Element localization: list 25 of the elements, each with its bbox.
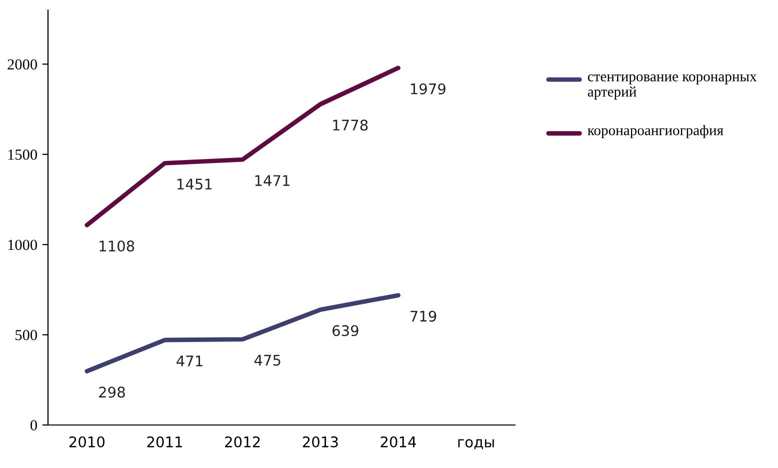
data-label: 1471 <box>255 175 290 186</box>
y-tick-label: 1500 <box>8 149 37 160</box>
x-tick-label: 2013 <box>302 436 338 448</box>
x-tick-label: 2010 <box>69 436 105 448</box>
y-tick-label: 500 <box>16 330 37 340</box>
y-tick-label: 1000 <box>8 240 37 250</box>
legend-label: стентирование коронарных артерий <box>588 74 757 100</box>
data-label: 719 <box>410 310 436 322</box>
line-series <box>84 293 400 374</box>
y-tick-label: 0 <box>30 420 37 430</box>
data-label: 1451 <box>177 178 212 190</box>
data-label: 298 <box>99 386 125 398</box>
legend-label: коронароангиография <box>588 124 724 138</box>
x-tick-label: 2014 <box>380 436 416 448</box>
x-axis-title: годы <box>458 439 494 450</box>
data-label: 639 <box>332 325 358 336</box>
data-label: 1979 <box>410 83 446 94</box>
x-tick-label: 2012 <box>225 436 260 448</box>
data-label: 1108 <box>100 240 134 252</box>
y-tick-label: 2000 <box>8 59 37 70</box>
x-tick-label: 2011 <box>147 436 182 448</box>
data-label: 475 <box>254 354 280 366</box>
line-series <box>84 66 400 228</box>
data-label: 1778 <box>333 120 368 131</box>
data-label: 471 <box>176 356 202 366</box>
